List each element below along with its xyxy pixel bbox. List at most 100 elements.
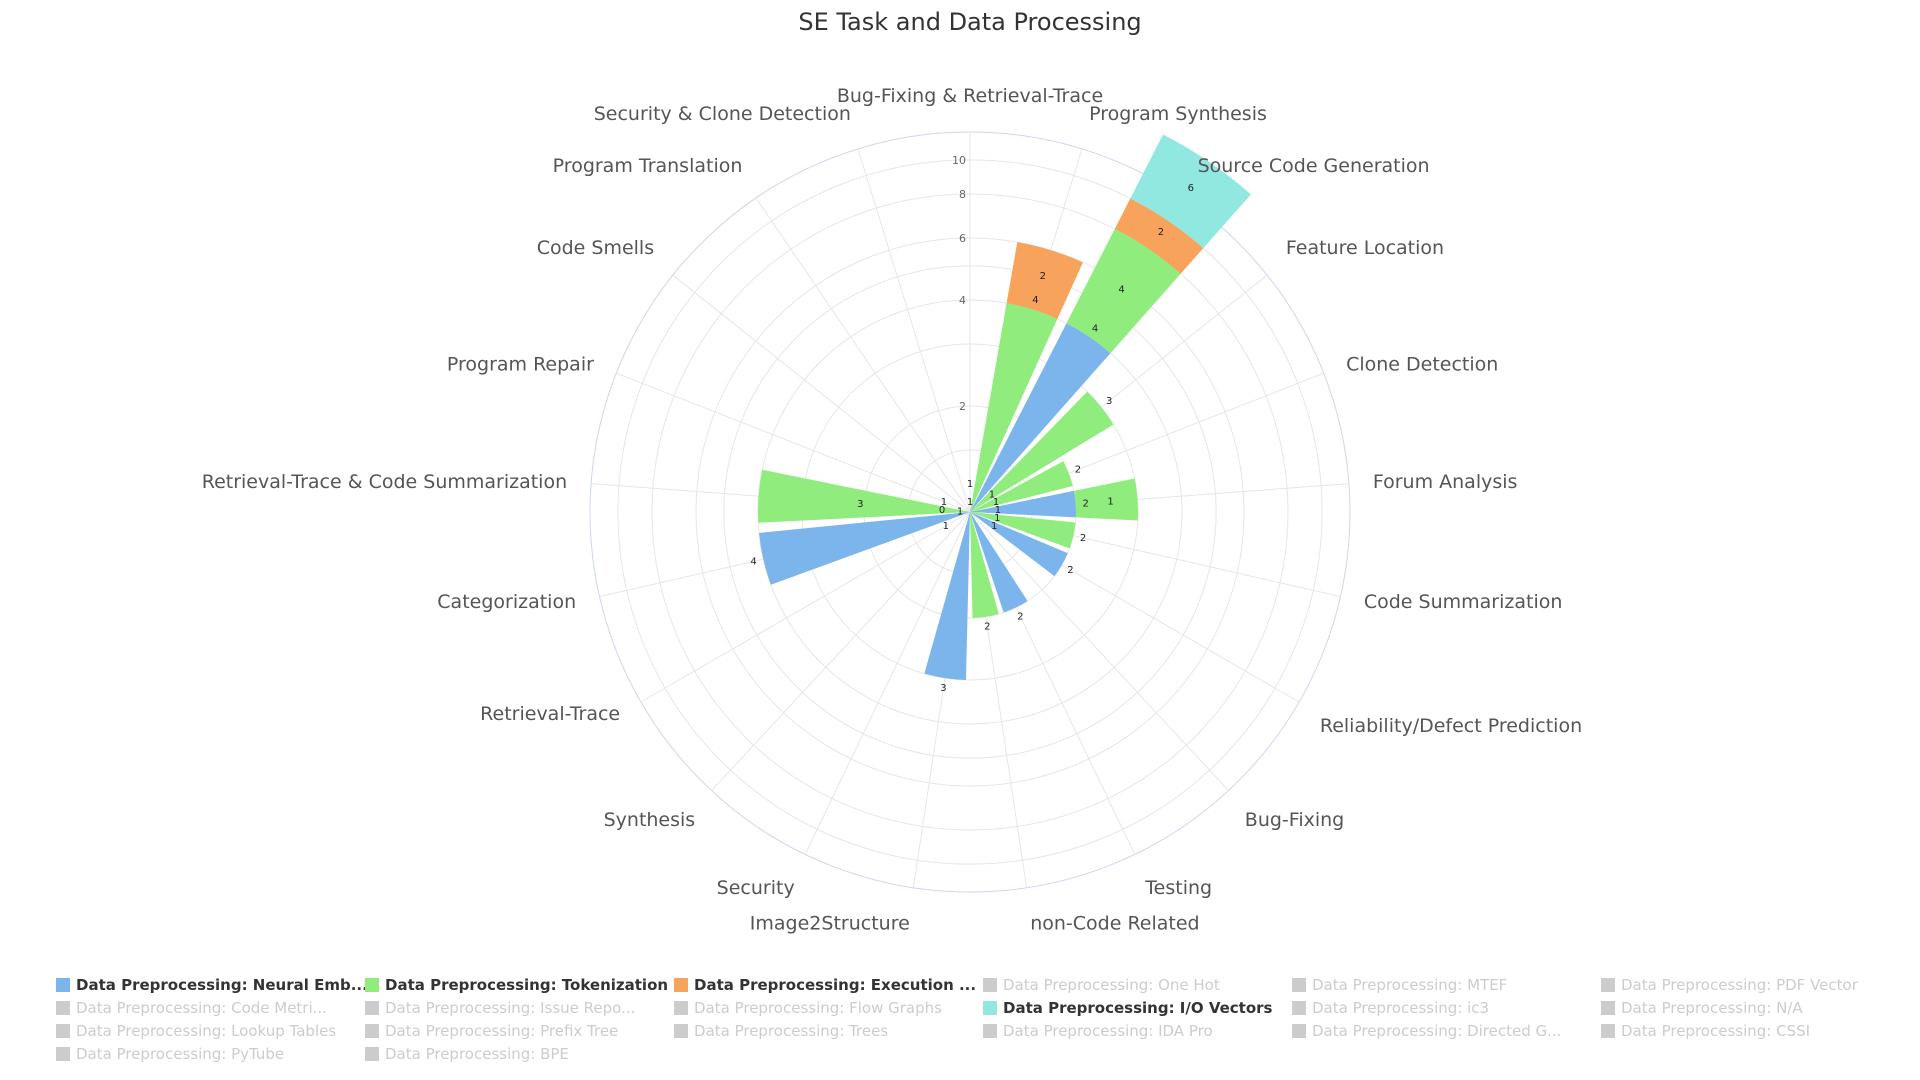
category-label: Security & Clone Detection (594, 103, 851, 125)
category-label: Program Translation (553, 155, 743, 177)
bar-segment (970, 512, 999, 618)
legend-swatch (1601, 1001, 1615, 1015)
legend-item-label: Data Preprocessing: Lookup Tables (76, 1022, 336, 1040)
data-label: 3 (857, 499, 863, 510)
category-label: Feature Location (1286, 237, 1444, 259)
legend-swatch (365, 1024, 379, 1038)
category-label: Synthesis (604, 809, 696, 831)
category-label: Reliability/Defect Prediction (1320, 715, 1582, 737)
legend-swatch (1601, 978, 1615, 992)
category-label: Source Code Generation (1198, 155, 1430, 177)
category-label: Retrieval-Trace & Code Summarization (202, 471, 567, 493)
data-label: 2 (1158, 227, 1164, 238)
bar-series-group (758, 134, 1251, 680)
data-label: 2 (984, 622, 990, 633)
bar-segment (1114, 198, 1204, 274)
data-label: 4 (1032, 295, 1038, 306)
bar-segment (970, 490, 1076, 518)
legend-item-label: Data Preprocessing: Trees (694, 1022, 888, 1040)
data-label: 4 (750, 556, 756, 567)
legend-item-label: Data Preprocessing: One Hot (1003, 976, 1220, 994)
grid-spoke (640, 511, 971, 703)
bar-segment (970, 461, 1073, 512)
legend-item-label: Data Preprocessing: IDA Pro (1003, 1022, 1213, 1040)
bar-segment (970, 512, 1028, 613)
category-label: Clone Detection (1346, 353, 1498, 375)
legend-item-label: Data Preprocessing: ic3 (1312, 999, 1489, 1017)
category-label: Code Smells (537, 237, 654, 259)
bar-segment (970, 512, 1068, 577)
data-label: 2 (1075, 465, 1081, 476)
legend-swatch (674, 1024, 688, 1038)
data-label: 1 (1107, 496, 1113, 507)
data-label: 2 (1080, 533, 1086, 544)
chart-title: SE Task and Data Processing (798, 8, 1141, 36)
legend-item-label: Data Preprocessing: Code Metri... (76, 999, 327, 1017)
data-label: 3 (940, 683, 946, 694)
bar-segment (924, 512, 970, 680)
legend-item-label: Data Preprocessing: MTEF (1312, 976, 1507, 994)
legend-item-label: Data Preprocessing: Issue Repo... (385, 999, 635, 1017)
legend-swatch (365, 1047, 379, 1061)
data-label: 1 (967, 479, 973, 490)
radial-tick-label: 4 (959, 294, 966, 307)
legend-swatch (365, 978, 379, 992)
legend-swatch (1292, 978, 1306, 992)
data-label: 2 (1067, 565, 1073, 576)
legend-swatch (1292, 1001, 1306, 1015)
legend-swatch (1292, 1024, 1306, 1038)
bar-segment (970, 391, 1114, 512)
data-label: 2 (1017, 612, 1023, 623)
bar-segment (1006, 242, 1083, 319)
grid-spoke (672, 274, 971, 513)
data-label: 1 (993, 497, 999, 508)
data-label: 1 (995, 505, 1001, 516)
legend-swatch (1601, 1024, 1615, 1038)
data-label: 2 (1082, 498, 1088, 509)
category-label: Program Repair (447, 353, 594, 375)
legend-item-label: Data Preprocessing: PDF Vector (1621, 976, 1859, 994)
data-label: 2 (1040, 271, 1046, 282)
category-label: Security (717, 877, 795, 899)
legend-swatch (983, 1024, 997, 1038)
radial-tick-label: 8 (959, 188, 966, 201)
grid-spoke (857, 148, 971, 513)
bar-segment (970, 512, 1076, 549)
legend-swatch (56, 1001, 70, 1015)
category-label: non-Code Related (1030, 912, 1199, 934)
grid-spoke (755, 197, 971, 513)
legend-swatch (56, 1047, 70, 1061)
data-label: 6 (1188, 183, 1194, 194)
legend-swatch (674, 1001, 688, 1015)
category-label: Forum Analysis (1373, 471, 1518, 493)
legend-item-label: Data Preprocessing: Neural Emb... (76, 976, 368, 994)
data-label: 1 (989, 490, 995, 501)
data-label: 1 (967, 497, 973, 508)
legend-swatch (983, 978, 997, 992)
data-label: 0 (939, 505, 945, 516)
category-label: Bug-Fixing (1245, 809, 1344, 831)
bar-segment (970, 323, 1111, 512)
data-label: 4 (1092, 324, 1098, 335)
bar-segment (970, 303, 1058, 512)
bar-segment (1073, 478, 1139, 521)
legend-item-label: Data Preprocessing: Flow Graphs (694, 999, 942, 1017)
legend-item-label: Data Preprocessing: Execution ... (694, 976, 976, 994)
category-label: Code Summarization (1364, 591, 1563, 613)
legend-swatch (56, 1024, 70, 1038)
bar-segment (758, 469, 970, 523)
category-label: Image2Structure (750, 912, 910, 934)
category-label: Bug-Fixing & Retrieval-Trace (837, 85, 1103, 107)
legend-item-label: Data Preprocessing: Prefix Tree (385, 1022, 618, 1040)
category-label: Categorization (437, 591, 576, 613)
grid-spoke (616, 372, 971, 513)
grid-spoke (969, 511, 1229, 791)
legend-swatch (56, 978, 70, 992)
bar-segment (1130, 134, 1251, 249)
radial-tick-label: 10 (952, 154, 966, 167)
data-label: 1 (943, 521, 949, 532)
category-label: Retrieval-Trace (480, 703, 620, 725)
category-label: Testing (1144, 877, 1212, 899)
